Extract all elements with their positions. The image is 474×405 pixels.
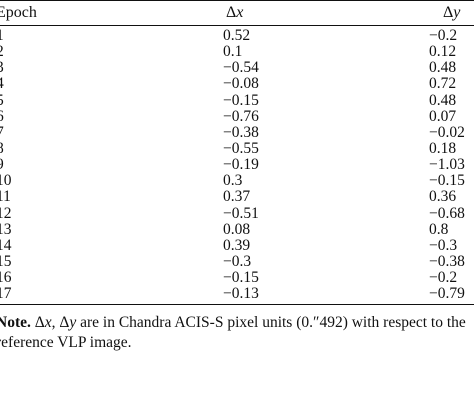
table-row: 9 −0.19 −1.03 — [0, 156, 474, 174]
table-row: 1 0.52 −0.2 — [0, 27, 474, 44]
cell-delta-y: −0.3 — [429, 236, 458, 254]
cell-delta-y: −1.03 — [429, 156, 465, 174]
table-row: 16 −0.15 −0.2 — [0, 269, 474, 287]
table-row: 7 −0.38 −0.02 — [0, 123, 474, 141]
cell-delta-x: −0.54 — [223, 59, 259, 77]
cell-delta-x: −0.13 — [223, 285, 259, 303]
header-delta-x: Δx — [226, 3, 243, 23]
cell-epoch: 1 — [0, 27, 4, 44]
table-row: 4 −0.08 0.72 — [0, 76, 474, 92]
cell-delta-x: −0.76 — [223, 107, 259, 125]
cell-epoch: 16 — [0, 269, 12, 287]
cell-delta-x: 0.08 — [223, 220, 251, 238]
cell-delta-y: 0.12 — [429, 43, 457, 61]
cell-delta-x: 0.3 — [223, 172, 243, 190]
table-row: 13 0.08 0.8 — [0, 220, 474, 238]
table-row: 5 −0.15 0.48 — [0, 91, 474, 109]
cell-epoch: 15 — [0, 252, 12, 270]
cell-epoch: 9 — [0, 156, 4, 173]
cell-epoch: 2 — [0, 43, 4, 60]
table-top-rule — [0, 0, 474, 2]
note-text: are in Chandra ACIS-S pixel units (0.″49… — [0, 314, 466, 351]
cell-delta-y: 0.36 — [429, 188, 457, 206]
cell-epoch: 6 — [0, 108, 4, 125]
cell-delta-x: −0.55 — [223, 139, 259, 157]
note-delta-x: Δ — [34, 314, 45, 331]
cell-epoch: 12 — [0, 204, 12, 222]
cell-delta-y: −0.2 — [429, 269, 458, 287]
note-x: x — [44, 314, 52, 331]
note-y: y — [69, 314, 77, 331]
header-delta-y-symbol: Δ — [443, 4, 454, 21]
note-delta-y: Δ — [59, 314, 70, 331]
header-epoch: Epoch — [0, 4, 37, 21]
cell-delta-x: −0.15 — [223, 91, 259, 109]
cell-delta-y: −0.15 — [429, 172, 465, 190]
cell-delta-x: 0.52 — [223, 27, 251, 44]
cell-delta-y: 0.18 — [429, 139, 457, 157]
cell-epoch: 14 — [0, 236, 12, 254]
header-delta-y: Δy — [443, 3, 460, 23]
table-header-rule — [0, 25, 474, 26]
cell-delta-x: −0.38 — [223, 123, 259, 141]
header-delta-y-var: y — [453, 4, 461, 21]
table-row: 14 0.39 −0.3 — [0, 236, 474, 254]
cell-delta-y: −0.38 — [429, 252, 465, 270]
header-delta-x-symbol: Δ — [226, 4, 237, 21]
table-row: 17 −0.13 −0.79 — [0, 286, 474, 302]
cell-delta-x: −0.3 — [223, 252, 252, 270]
table-row: 12 −0.51 −0.68 — [0, 204, 474, 222]
cell-epoch: 8 — [0, 140, 4, 157]
table-note: Note. Δx, Δy are in Chandra ACIS-S pixel… — [0, 313, 474, 353]
cell-delta-y: −0.2 — [429, 27, 458, 44]
cell-delta-y: −0.79 — [429, 285, 465, 303]
cell-epoch: 5 — [0, 92, 4, 109]
cell-epoch: 17 — [0, 285, 12, 303]
header-delta-x-var: x — [236, 4, 244, 21]
cell-delta-y: 0.07 — [429, 107, 457, 125]
table-bottom-rule — [0, 304, 474, 305]
cell-delta-x: 0.39 — [223, 236, 251, 254]
note-label: Note. — [0, 314, 31, 331]
cell-epoch: 13 — [0, 220, 12, 238]
cell-delta-x: −0.08 — [223, 75, 259, 93]
cell-delta-x: 0.37 — [223, 188, 251, 206]
table-row: 6 −0.76 0.07 — [0, 107, 474, 125]
cell-epoch: 10 — [0, 172, 12, 190]
cell-delta-y: −0.68 — [429, 204, 465, 222]
table-row: 10 0.3 −0.15 — [0, 173, 474, 189]
table-row: 11 0.37 0.36 — [0, 189, 474, 205]
table-row: 15 −0.3 −0.38 — [0, 252, 474, 270]
cell-epoch: 3 — [0, 60, 4, 76]
cell-delta-x: −0.19 — [223, 156, 259, 174]
cell-delta-y: 0.48 — [429, 59, 457, 77]
note-comma: , — [51, 314, 60, 331]
table-row: 2 0.1 0.12 — [0, 43, 474, 61]
table-body: 1 0.52 −0.2 2 0.1 0.12 3 −0.54 0.48 4 −0.08 0.72 5 −0… — [0, 27, 474, 302]
cell-epoch: 4 — [0, 76, 4, 92]
cell-delta-x: −0.51 — [223, 204, 259, 222]
table-row: 3 −0.54 0.48 — [0, 60, 474, 76]
cell-delta-y: 0.8 — [429, 220, 449, 238]
cell-epoch: 11 — [0, 188, 11, 206]
cell-delta-x: −0.15 — [223, 269, 259, 287]
cell-delta-x: 0.1 — [223, 43, 243, 61]
cell-delta-y: −0.02 — [429, 123, 465, 141]
cell-delta-y: 0.72 — [429, 75, 457, 93]
table-row: 8 −0.55 0.18 — [0, 139, 474, 157]
cell-delta-y: 0.48 — [429, 91, 457, 109]
cell-epoch: 7 — [0, 124, 4, 141]
